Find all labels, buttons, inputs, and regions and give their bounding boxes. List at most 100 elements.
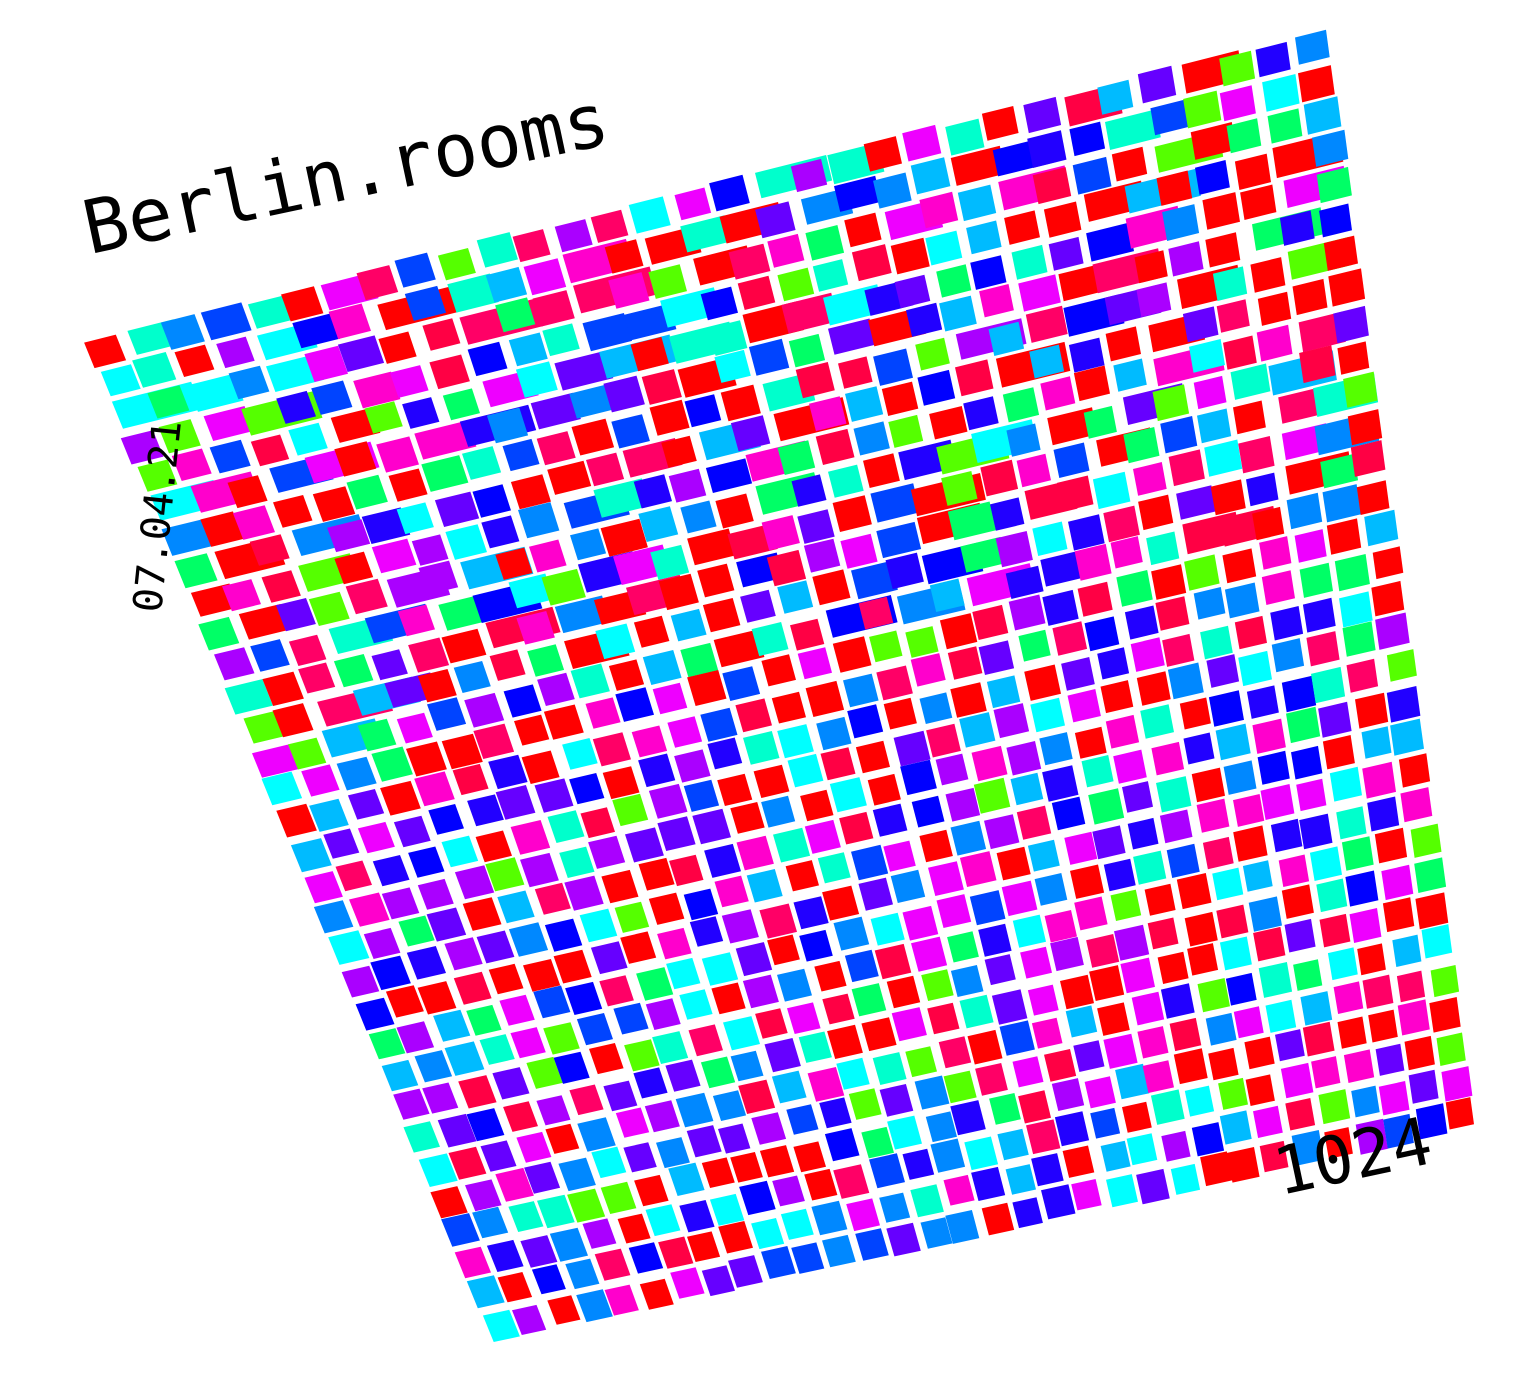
room-cell <box>414 771 455 807</box>
room-cell <box>700 1056 736 1089</box>
room-cell <box>485 266 528 303</box>
room-cell <box>1012 1056 1044 1088</box>
room-cell <box>1281 675 1317 713</box>
room-cell <box>486 1239 524 1272</box>
room-cell <box>385 985 424 1018</box>
room-cell <box>787 1002 821 1034</box>
room-cell <box>1375 612 1410 650</box>
room-cell <box>1337 1016 1367 1049</box>
room-cell <box>394 252 436 288</box>
room-cell <box>406 946 446 980</box>
room-cell <box>1212 266 1248 301</box>
room-cell <box>708 320 748 356</box>
room-cell <box>872 803 908 837</box>
room-cell <box>1298 311 1346 353</box>
room-cell <box>502 438 540 472</box>
room-cell <box>515 361 558 398</box>
room-cell <box>828 464 864 498</box>
room-cell <box>971 745 1008 782</box>
room-cell <box>881 381 919 416</box>
room-cell <box>1323 235 1358 271</box>
room-cell <box>503 1101 538 1132</box>
room-cell <box>805 225 845 261</box>
room-cell <box>588 835 626 869</box>
room-cell <box>304 871 343 904</box>
room-cell <box>292 313 341 349</box>
room-cell <box>349 892 390 927</box>
room-cell <box>1166 843 1200 878</box>
room-cell <box>785 860 819 892</box>
room-cell <box>834 175 882 212</box>
room-cell <box>855 1228 889 1261</box>
room-cell <box>1067 689 1101 723</box>
room-cell <box>1184 554 1220 591</box>
room-cell <box>701 1265 735 1297</box>
room-cell <box>910 653 946 687</box>
room-cell <box>100 364 141 397</box>
room-cell <box>645 998 681 1030</box>
room-cell <box>981 106 1019 141</box>
room-cell <box>1238 436 1275 474</box>
room-cell <box>604 239 644 274</box>
room-cell <box>1130 637 1165 672</box>
room-cell <box>508 573 554 609</box>
room-cell <box>371 746 413 782</box>
room-cell <box>869 630 903 663</box>
room-cell <box>1253 1105 1283 1138</box>
room-cell <box>288 737 327 770</box>
room-cell <box>536 1095 571 1126</box>
room-cell <box>558 1157 596 1192</box>
room-cell <box>472 484 511 518</box>
room-cell <box>656 1137 690 1169</box>
room-cell <box>1281 884 1314 919</box>
room-cell <box>482 1309 520 1342</box>
room-cell <box>1298 65 1335 103</box>
room-cell <box>132 352 177 388</box>
room-cell <box>1299 813 1333 850</box>
room-cell <box>408 846 445 878</box>
room-cell <box>978 640 1015 675</box>
room-cell <box>790 618 825 651</box>
room-cell <box>844 949 879 983</box>
room-cell <box>941 471 978 506</box>
room-cell <box>1084 1076 1116 1109</box>
room-cell <box>665 1059 701 1092</box>
room-cell <box>815 428 855 465</box>
room-cell <box>1386 649 1417 682</box>
room-cell <box>751 1218 785 1250</box>
room-cell <box>748 338 790 376</box>
room-cell <box>1190 122 1237 160</box>
room-cell <box>737 275 776 310</box>
room-cell <box>687 670 727 706</box>
room-cell <box>832 636 872 673</box>
room-cell <box>851 844 889 881</box>
room-cell <box>1316 166 1352 204</box>
room-cell <box>441 1213 480 1247</box>
room-cell <box>464 692 505 728</box>
room-cell <box>421 455 469 492</box>
room-cell <box>476 930 515 964</box>
room-cell <box>414 1050 453 1083</box>
room-cell <box>570 528 607 561</box>
room-cell <box>1230 363 1271 400</box>
room-cell <box>147 385 190 419</box>
room-cell <box>972 604 1009 640</box>
room-cell <box>945 118 985 156</box>
room-cell <box>674 187 712 221</box>
room-cell <box>1252 506 1285 541</box>
room-cell <box>1400 787 1433 823</box>
room-cell <box>772 1175 805 1207</box>
room-cell <box>495 1167 534 1202</box>
room-cell <box>680 215 732 253</box>
room-cell <box>378 331 417 364</box>
room-cell <box>870 483 921 523</box>
room-cell <box>833 916 870 951</box>
room-cell <box>680 642 719 678</box>
room-cell <box>1187 943 1219 976</box>
room-cell <box>569 773 605 805</box>
room-cell <box>807 1067 845 1102</box>
room-cell <box>919 829 953 863</box>
room-cell <box>650 544 690 580</box>
room-cell <box>371 649 408 681</box>
room-cell <box>739 1180 776 1216</box>
